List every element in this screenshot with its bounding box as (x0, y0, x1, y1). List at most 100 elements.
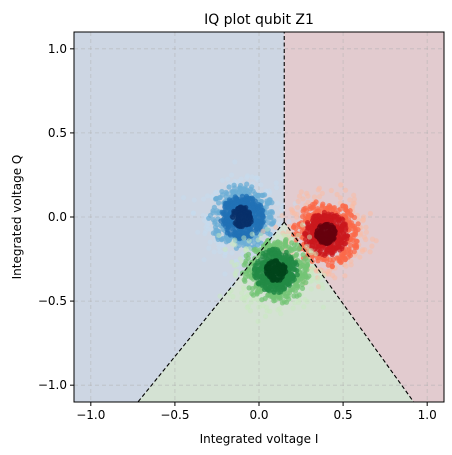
data-point (246, 238, 252, 244)
data-point (325, 262, 331, 268)
data-point (255, 237, 261, 243)
data-point (267, 308, 273, 314)
data-point (190, 210, 197, 216)
data-point (255, 177, 261, 183)
data-point (330, 272, 336, 278)
data-point (294, 272, 300, 278)
data-point (369, 243, 375, 249)
data-point (239, 290, 245, 296)
data-point (279, 206, 285, 212)
data-point (306, 234, 313, 240)
data-point (206, 245, 212, 251)
data-point (239, 214, 245, 220)
data-point (293, 225, 299, 232)
data-point (307, 279, 313, 285)
data-point (232, 242, 238, 248)
data-point (334, 191, 340, 198)
data-point (296, 246, 302, 252)
data-point (201, 196, 207, 202)
x-tick-label: 0.5 (334, 408, 353, 422)
data-point (273, 224, 279, 230)
data-point (225, 176, 231, 182)
data-point (255, 318, 261, 324)
data-point (296, 297, 302, 303)
chart-title: IQ plot qubit Z1 (204, 12, 314, 28)
data-point (229, 259, 235, 265)
data-point (266, 220, 272, 226)
data-point (357, 254, 363, 260)
x-tick-label: 0.0 (249, 408, 268, 422)
data-point (204, 193, 211, 199)
data-point (304, 243, 310, 249)
data-point (301, 304, 307, 310)
data-point (226, 184, 232, 190)
data-point (244, 175, 250, 181)
data-point (315, 278, 321, 284)
data-point (342, 273, 348, 279)
data-point (367, 249, 373, 255)
data-point (294, 204, 300, 210)
data-point (363, 229, 369, 235)
y-axis-ticks: −1.0 −0.5 0.0 0.5 1.0 (38, 42, 74, 392)
data-point (206, 220, 212, 227)
data-point (351, 196, 357, 202)
series-state-2 (216, 222, 327, 324)
data-point (321, 272, 327, 278)
data-point (242, 278, 248, 284)
x-axis-label: Integrated voltage I (200, 432, 319, 446)
data-point (308, 286, 314, 292)
data-point (233, 268, 239, 274)
data-point (229, 250, 235, 256)
data-point (355, 221, 361, 227)
data-point (277, 306, 283, 312)
data-point (305, 193, 311, 199)
data-point (367, 210, 373, 217)
data-point (351, 192, 357, 198)
data-point (294, 214, 300, 220)
data-point (359, 247, 365, 253)
data-point (258, 232, 264, 238)
data-point (232, 237, 238, 243)
data-point (320, 304, 326, 310)
data-point (347, 197, 353, 203)
data-point (300, 252, 306, 258)
y-tick-label: −0.5 (38, 294, 67, 308)
y-tick-label: 0.0 (48, 210, 67, 224)
y-tick-label: 0.5 (48, 126, 67, 140)
data-point (369, 236, 376, 242)
data-point (278, 311, 284, 317)
x-tick-label: −0.5 (160, 408, 189, 422)
data-point (217, 195, 223, 201)
data-point (217, 248, 223, 255)
data-point (361, 234, 367, 240)
boundary-line-2 (283, 221, 415, 402)
data-point (363, 224, 369, 230)
data-point (323, 232, 329, 238)
data-point (311, 194, 318, 200)
data-point (219, 177, 225, 183)
data-point (230, 294, 236, 300)
data-point (249, 231, 255, 237)
data-point (215, 228, 221, 234)
data-point (291, 242, 297, 248)
data-point (273, 180, 279, 186)
data-point (222, 271, 228, 277)
y-axis-label: Integrated voltage Q (10, 155, 24, 280)
data-point (357, 232, 363, 238)
x-tick-label: −1.0 (76, 408, 105, 422)
data-point (211, 249, 217, 255)
data-point (324, 268, 331, 274)
data-point (233, 273, 239, 279)
data-point (217, 293, 223, 299)
series-state-1 (260, 182, 379, 290)
data-point (273, 268, 279, 274)
data-point (281, 299, 287, 305)
data-point (295, 198, 301, 205)
data-point (334, 255, 340, 261)
y-tick-label: 1.0 (48, 42, 67, 56)
data-point (245, 251, 252, 257)
data-point (313, 251, 319, 257)
data-point (308, 267, 314, 273)
x-tick-label: 1.0 (418, 408, 437, 422)
